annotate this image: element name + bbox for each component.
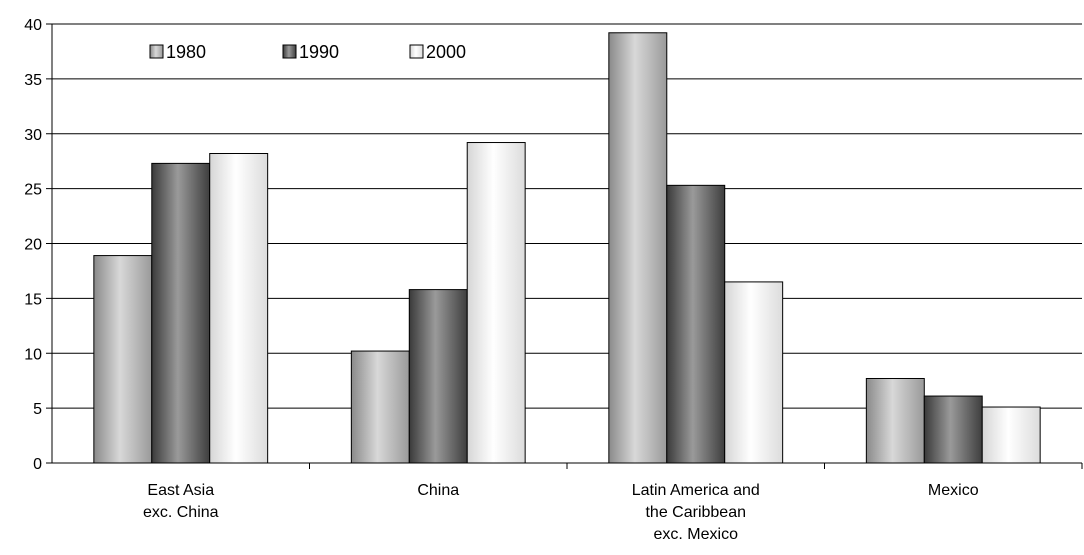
bar-2000 <box>466 142 526 464</box>
bar-2000 <box>981 406 1041 464</box>
bar-1980 <box>93 255 153 464</box>
bar-2000 <box>724 281 784 464</box>
legend-label-1980: 1980 <box>166 42 206 62</box>
bar-1980 <box>350 350 410 464</box>
legend-label-1990: 1990 <box>299 42 339 62</box>
y-tick-label: 10 <box>24 346 42 363</box>
bars <box>93 32 1041 464</box>
legend-swatch-1990 <box>282 44 297 59</box>
y-tick-label: 5 <box>33 401 42 418</box>
y-tick-label: 30 <box>24 127 42 144</box>
y-tick-label: 35 <box>24 72 42 89</box>
legend-swatch-2000 <box>409 44 424 59</box>
bar-2000 <box>209 153 269 464</box>
category-labels: East Asia exc. China China Latin America an… <box>143 482 979 543</box>
y-tick-label: 25 <box>24 182 42 199</box>
legend-label-2000: 2000 <box>426 42 466 62</box>
category-label: East Asia exc. China <box>143 482 219 521</box>
legend: 1980 1990 2000 <box>149 42 466 62</box>
y-tick-label: 15 <box>24 291 42 308</box>
category-label: China <box>417 482 459 499</box>
category-label: Mexico <box>928 482 979 499</box>
y-tick-label: 20 <box>24 237 42 254</box>
y-tick-label: 40 <box>24 17 42 34</box>
bar-1990 <box>408 289 468 464</box>
category-label: Latin America and the Caribbean exc. Mexic… <box>632 482 760 543</box>
bar-1980 <box>865 377 925 464</box>
y-tick-label: 0 <box>33 456 42 473</box>
bar-1990 <box>666 184 726 464</box>
bar-1980 <box>608 32 668 464</box>
bar-1990 <box>151 162 211 464</box>
axes <box>46 23 1083 469</box>
legend-swatch-1980 <box>149 44 164 59</box>
y-tick-labels: 0 5 10 15 20 25 30 35 40 <box>24 17 42 473</box>
bar-1990 <box>923 395 983 464</box>
